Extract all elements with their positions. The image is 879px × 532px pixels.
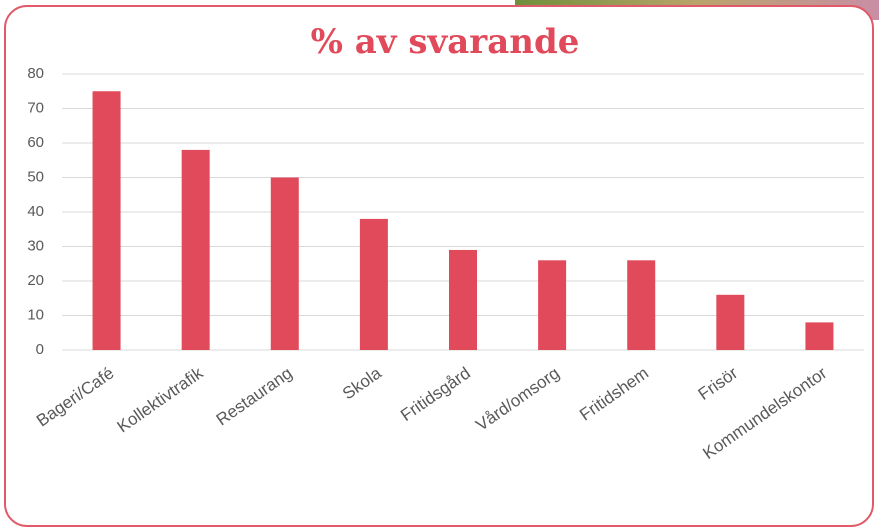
bar: [538, 260, 567, 350]
chart-frame: [4, 5, 874, 527]
y-tick-label: 0: [36, 341, 44, 358]
bar: [449, 249, 477, 350]
bar: [805, 322, 834, 350]
bar: [92, 91, 121, 350]
y-tick-label: 10: [27, 306, 44, 323]
bar: [716, 294, 745, 350]
bar: [181, 149, 210, 350]
chart-title: % av svarande: [311, 22, 580, 62]
bar: [627, 260, 656, 350]
bar: [359, 218, 388, 350]
y-tick-label: 70: [27, 99, 44, 116]
bar: [270, 177, 299, 350]
y-tick-label: 30: [27, 237, 44, 254]
y-tick-label: 80: [27, 65, 44, 82]
y-tick-label: 50: [27, 168, 44, 185]
y-tick-label: 20: [27, 272, 44, 289]
y-tick-label: 60: [27, 134, 44, 151]
y-tick-label: 40: [27, 203, 44, 220]
